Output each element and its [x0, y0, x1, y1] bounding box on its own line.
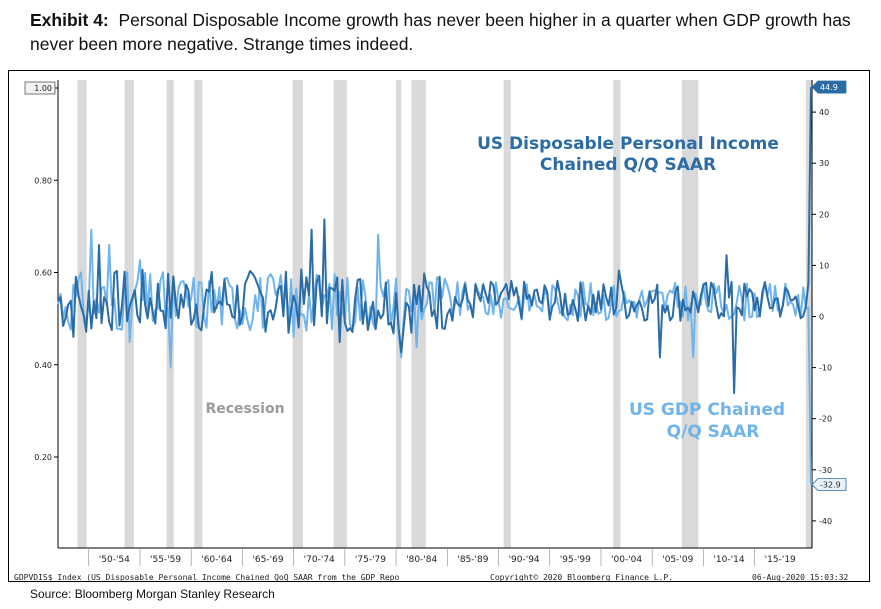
last-value-label: -32.9 — [820, 481, 841, 490]
x-tick-label: '80-'84 — [406, 555, 437, 565]
right-tick-label: -10 — [819, 364, 832, 373]
x-tick-label: '95-'99 — [560, 555, 591, 565]
right-tick-label: 10 — [819, 261, 829, 270]
x-tick-label: '85-'89 — [457, 555, 488, 565]
recession-label: Recession — [205, 401, 284, 417]
annotation-gdp-line1: US GDP Chained — [629, 400, 785, 420]
title-text: Personal Disposable Income growth has ne… — [30, 10, 851, 54]
exhibit-label: Exhibit 4: — [30, 10, 109, 30]
x-tick-label: '00-'04 — [611, 555, 642, 565]
recession-band — [503, 80, 511, 548]
chart-frame — [8, 70, 870, 582]
series-lines — [57, 87, 812, 485]
recession-band — [681, 80, 699, 548]
chart-title: Exhibit 4: Personal Disposable Income gr… — [30, 8, 870, 56]
right-tick-label: 30 — [819, 159, 829, 168]
annotation-dpi-line2: Chained Q/Q SAAR — [540, 155, 716, 175]
right-tick-label: -30 — [819, 466, 832, 475]
left-tick-label: 0.80 — [34, 176, 52, 185]
left-tick-label: 1.00 — [34, 84, 52, 93]
x-tick-label: '55-'59 — [150, 555, 181, 565]
left-tick-label: 0.60 — [34, 269, 52, 278]
series-line-dpi — [57, 87, 812, 395]
x-tick-label: '90-'94 — [509, 555, 540, 565]
annotation-dpi-line1: US Disposable Personal Income — [477, 134, 779, 154]
last-value-tag — [811, 478, 847, 492]
footer-copyright: Copyright© 2020 Bloomberg Finance L.P. — [490, 573, 673, 582]
right-tick-label: 20 — [819, 210, 829, 219]
left-axis-value-box — [24, 81, 56, 95]
left-tick-label: 0.20 — [34, 453, 52, 462]
axes: 1.00 0.80 0.60 0.40 0.20 40 30 20 10 0 -10 -20 -30 -4… — [24, 80, 832, 566]
x-tick-label: '10-'14 — [713, 555, 744, 565]
source-note: Source: Bloomberg Morgan Stanley Researc… — [30, 587, 275, 601]
labels: 44.9 -32.9 US Disposable Personal IncomeCh… — [205, 80, 847, 492]
x-tick-label: '65-'69 — [252, 555, 283, 565]
last-value-label: 44.9 — [820, 83, 838, 92]
footer-ticker-note: GDPVDIS$ Index (US Disposable Personal I… — [14, 573, 399, 582]
right-tick-label: 0 — [819, 313, 824, 322]
left-tick-label: 0.40 — [34, 361, 52, 370]
right-tick-label: 40 — [819, 108, 829, 117]
annotation-gdp-line2: Q/Q SAAR — [667, 422, 760, 442]
right-tick-label: -40 — [819, 517, 832, 526]
recession-band — [77, 80, 87, 548]
x-tick-label: '60-'64 — [201, 555, 232, 565]
x-tick-label: '15-'19 — [765, 555, 796, 565]
last-value-tag — [811, 80, 847, 94]
x-tick-label: '75-'79 — [355, 555, 386, 565]
right-tick-label: -20 — [819, 415, 832, 424]
x-tick-label: '05-'09 — [662, 555, 693, 565]
footer-timestamp: 06-Aug-2020 15:03:32 — [752, 573, 849, 582]
x-tick-label: '70-'74 — [304, 555, 335, 565]
x-tick-label: '50-'54 — [99, 555, 130, 565]
